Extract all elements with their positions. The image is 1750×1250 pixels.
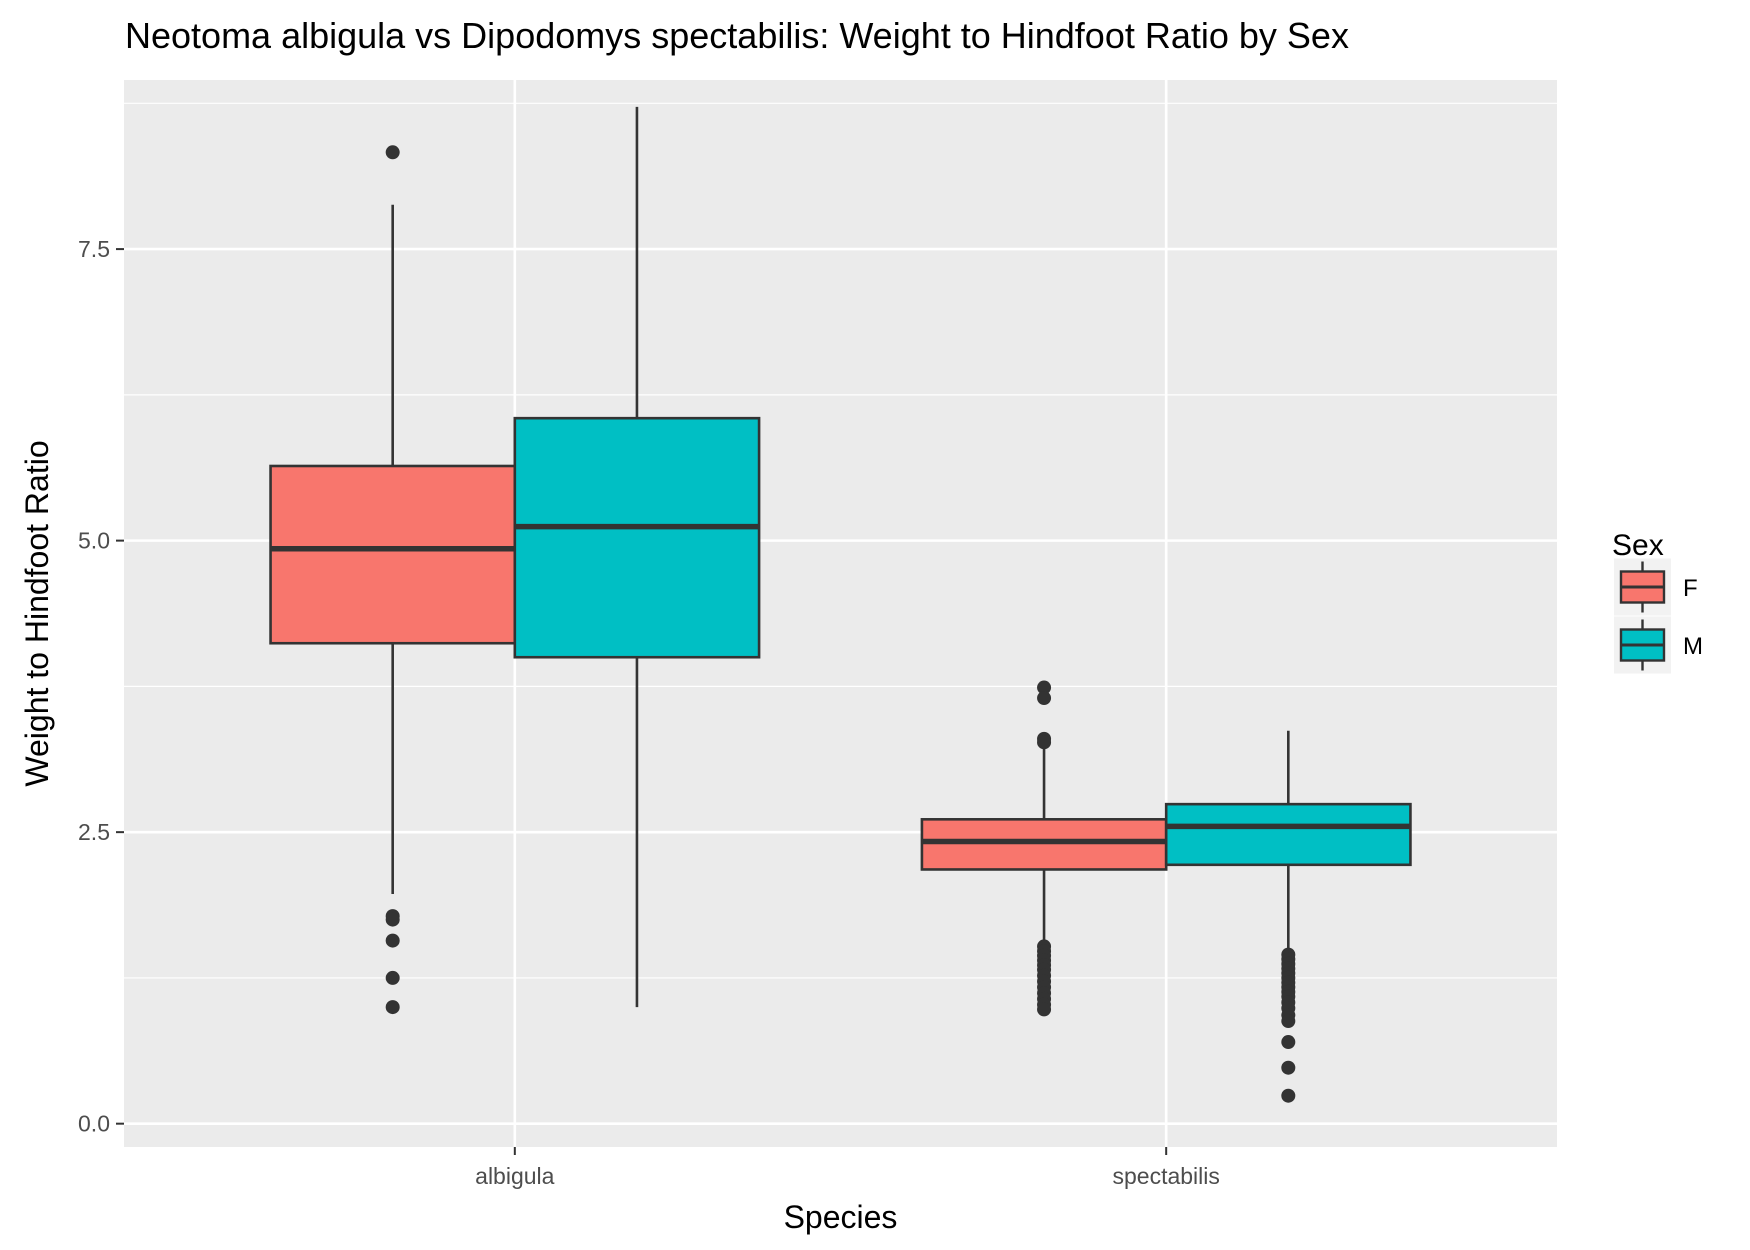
outlier-point — [385, 912, 400, 927]
box-iqr — [1164, 802, 1412, 867]
y-tick-label: 0.0 — [78, 1111, 110, 1137]
outlier-point — [1281, 1014, 1296, 1029]
y-axis-label: Weight to Hindfoot Ratio — [19, 440, 55, 786]
y-axis: 0.0 2.5 5.0 7.5 — [78, 236, 124, 1137]
box-M-spectabilis — [1164, 730, 1412, 1103]
outlier-point — [1281, 1060, 1296, 1075]
box-iqr — [920, 818, 1168, 871]
x-tick-label: albigula — [475, 1163, 554, 1189]
box-M-albigula — [513, 106, 761, 1008]
boxes — [269, 106, 1412, 1103]
outlier-point — [1281, 1035, 1296, 1050]
outlier-point — [1037, 1002, 1052, 1017]
outlier-point — [385, 1000, 400, 1015]
box-F-spectabilis — [920, 680, 1168, 1017]
legend-keys: FM — [1614, 558, 1703, 674]
legend-title: Sex — [1612, 529, 1664, 562]
y-tick-label: 2.5 — [78, 819, 110, 845]
box-iqr — [513, 416, 761, 659]
chart-title: Neotoma albigula vs Dipodomys spectabili… — [125, 15, 1349, 56]
x-axis-label: Species — [784, 1199, 898, 1235]
outlier-point — [1281, 1088, 1296, 1103]
box-iqr — [269, 464, 517, 645]
x-axis: albigula spectabilis — [475, 1147, 1220, 1189]
outlier-point — [385, 970, 400, 985]
legend-label: M — [1683, 633, 1703, 660]
outlier-point — [1037, 691, 1052, 706]
y-tick-label: 7.5 — [78, 236, 110, 262]
outlier-point — [385, 145, 400, 160]
grid-minor — [124, 102, 1557, 979]
legend-item-F: F — [1614, 558, 1698, 616]
legend-label: F — [1683, 575, 1698, 602]
y-tick-label: 5.0 — [78, 528, 110, 554]
x-tick-label: spectabilis — [1112, 1163, 1219, 1189]
outlier-point — [385, 933, 400, 948]
legend-item-M: M — [1614, 616, 1703, 674]
outlier-point — [1037, 735, 1052, 750]
outlier-point — [1037, 680, 1052, 695]
legend: Sex FM — [1612, 529, 1703, 674]
